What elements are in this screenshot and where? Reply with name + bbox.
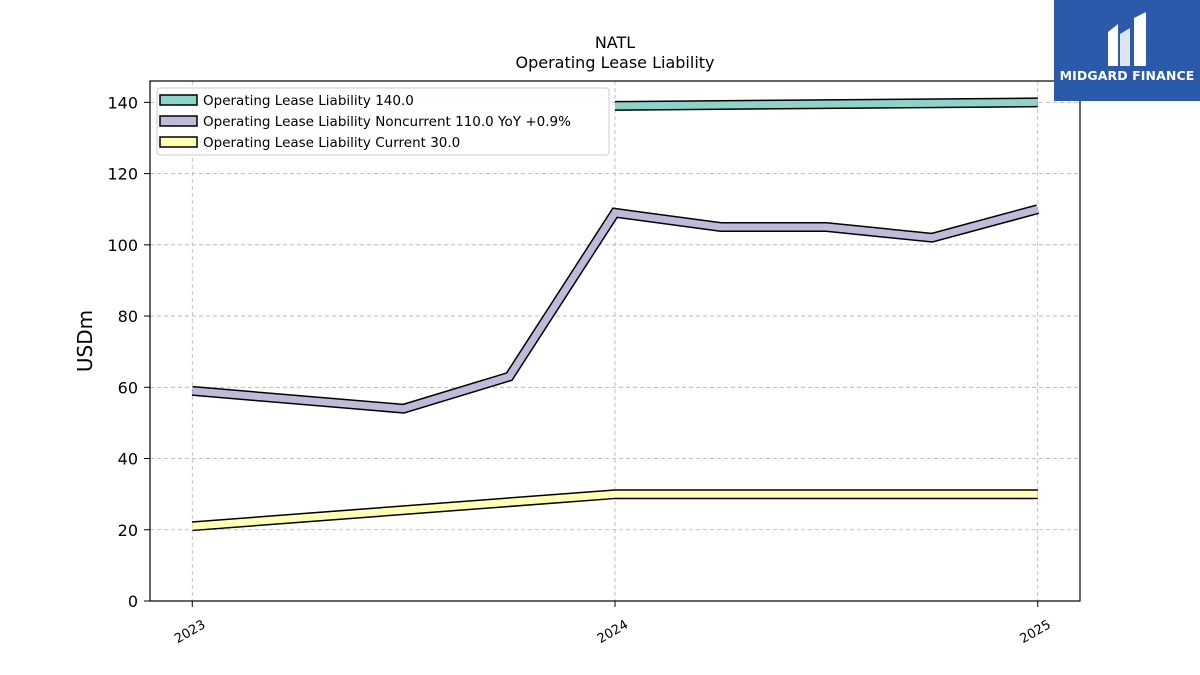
legend-swatch-2 [159, 115, 198, 127]
series-layer [191, 97, 1040, 532]
legend-swatch-1 [159, 94, 198, 106]
legend-entry-3: Operating Lease Liability Current 30.0 [203, 135, 460, 151]
chart-subtitle: Operating Lease Liability [515, 53, 714, 72]
y-tick-label: 80 [118, 307, 138, 326]
legend-entry-2: Operating Lease Liability Noncurrent 110… [203, 114, 571, 130]
series-line-3 [192, 490, 1038, 530]
y-tick-label: 140 [107, 93, 138, 112]
logo-text: MIDGARD FINANCE [1059, 68, 1195, 83]
series-line-1 [614, 98, 1038, 110]
y-tick-label: 20 [118, 521, 138, 540]
x-tick-label: 2023 [172, 617, 208, 647]
chart-title: NATL [595, 33, 635, 52]
y-axis-label: USDm [73, 310, 97, 372]
y-tick-label: 40 [118, 450, 138, 469]
x-tick-label: 2024 [595, 617, 631, 647]
y-tick-label: 60 [118, 378, 138, 397]
legend-entry-1: Operating Lease Liability 140.0 [203, 93, 414, 109]
y-tick-label: 100 [107, 236, 138, 255]
legend: Operating Lease Liability 140.0 Operating… [156, 87, 610, 156]
midgard-finance-logo: MIDGARD FINANCE [1054, 0, 1200, 101]
x-axis: 2023 2024 2025 [172, 601, 1054, 647]
y-axis: 0 20 40 60 80 100 120 140 [107, 93, 150, 611]
x-tick-label: 2025 [1018, 617, 1054, 647]
y-tick-label: 120 [107, 165, 138, 184]
series-line-2 [192, 205, 1039, 413]
legend-swatch-3 [159, 136, 198, 148]
legend-box [156, 87, 610, 156]
logo-mark-icon [1108, 12, 1146, 66]
y-tick-label: 0 [128, 592, 138, 611]
